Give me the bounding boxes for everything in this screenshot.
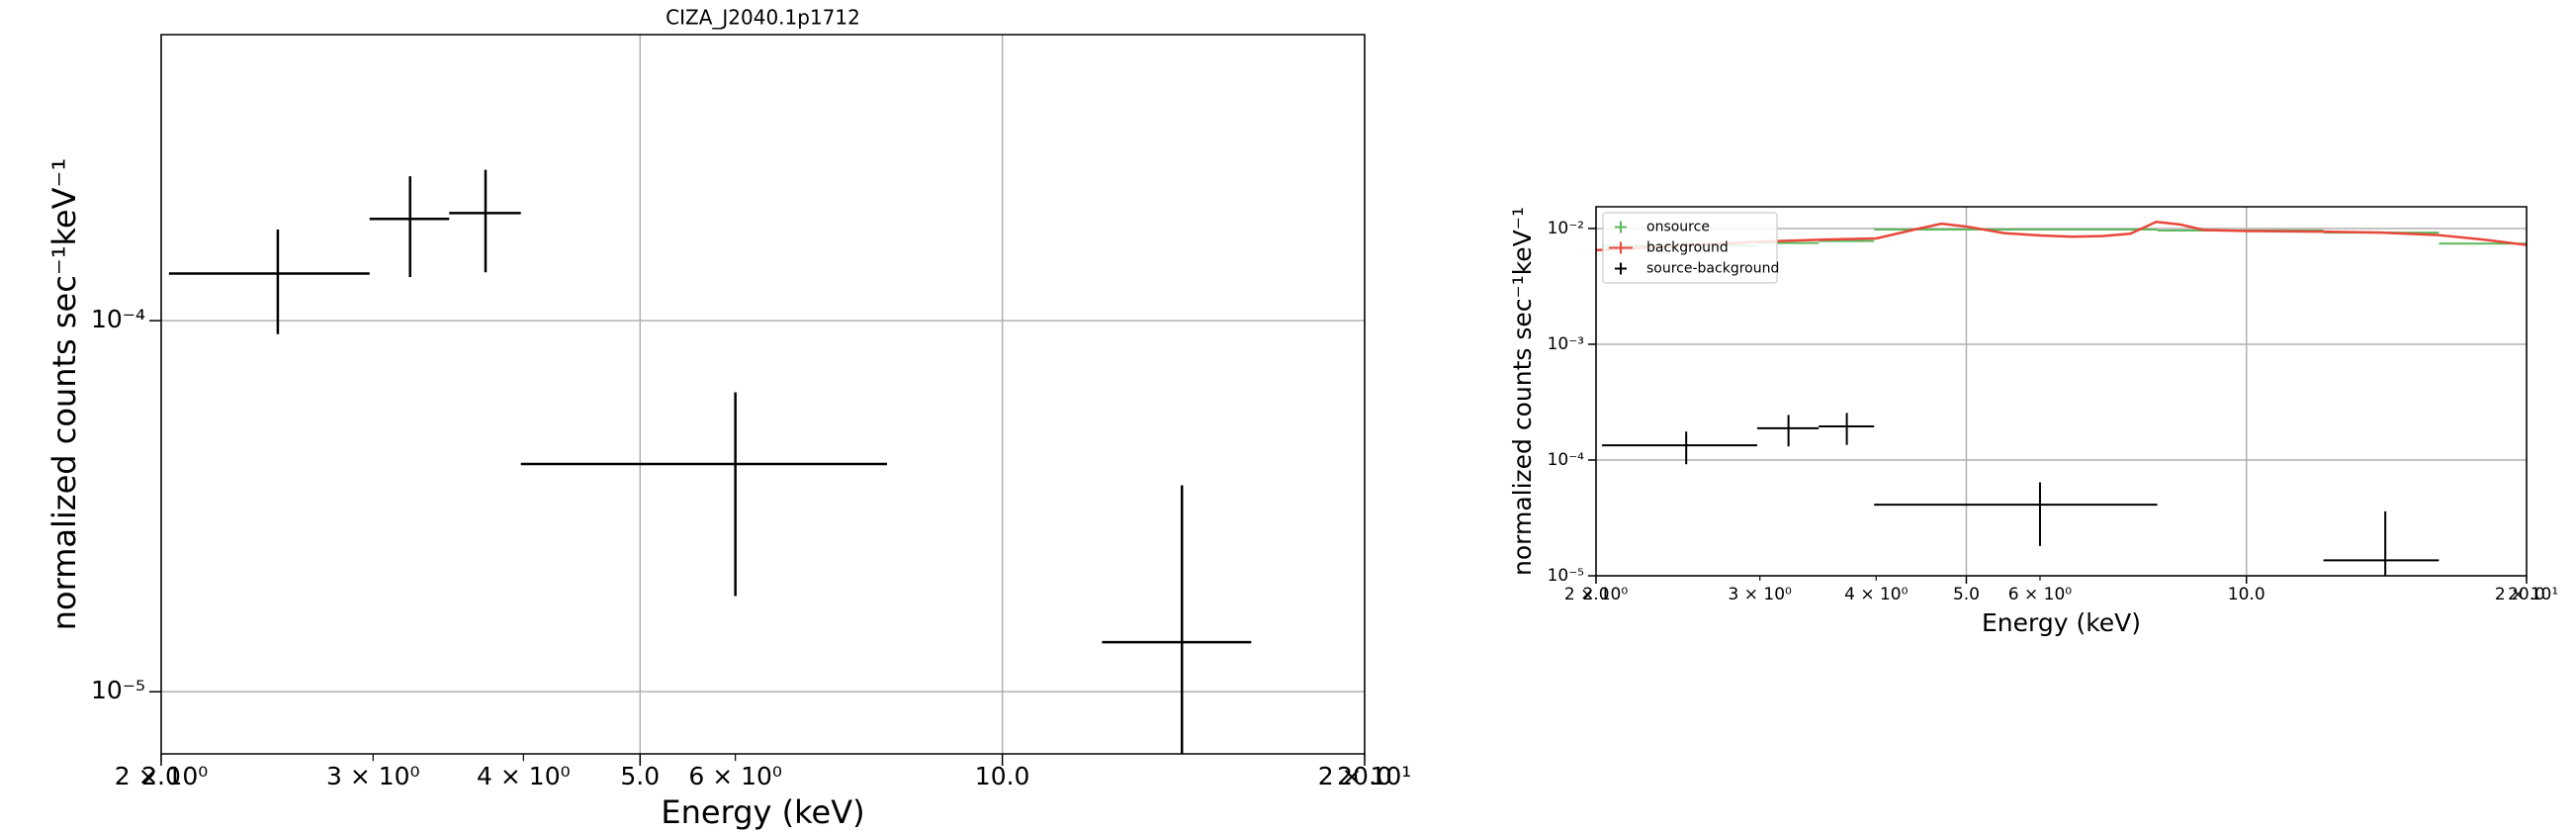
x-minor-tick-label: 6 × 10⁰ bbox=[688, 762, 782, 790]
y-tick-label: 10⁻⁵ bbox=[1548, 566, 1584, 586]
plot: 2.0 5.0 10.0 20.0 2 × 10⁰ 3 × 10⁰ 4 × 10⁰ 6 × 1… bbox=[45, 6, 1411, 832]
y-tick-label: 10⁻⁴ bbox=[91, 305, 145, 333]
plot: 2.0 5.0 10.0 20.0 2 × 10⁰ 3 × 10⁰ 4 × 10⁰ 6 × 1… bbox=[1508, 206, 2558, 637]
x-minor-tick-label: 2 × 10⁰ bbox=[1564, 585, 1628, 604]
x-tick-label: 10.0 bbox=[2228, 585, 2265, 604]
x-tick-label: 5.0 bbox=[620, 762, 660, 790]
y-tick-label: 10⁻⁴ bbox=[1548, 450, 1585, 470]
x-minor-tick-label: 6 × 10⁰ bbox=[2008, 585, 2072, 604]
y-tick-label: 10⁻² bbox=[1548, 219, 1584, 238]
x-minor-tick-label: 4 × 10⁰ bbox=[477, 762, 571, 790]
x-minor-tick-label: 3 × 10⁰ bbox=[326, 762, 420, 790]
legend-label: onsource bbox=[1646, 220, 1710, 235]
x-axis-label: Energy (keV) bbox=[1982, 608, 2141, 637]
chart-title: CIZA_J2040.1p1712 bbox=[666, 6, 860, 30]
legend-item: source-background bbox=[1615, 261, 1779, 277]
line bbox=[1596, 221, 2527, 252]
axes-frame bbox=[160, 34, 1366, 755]
x-tick-label: 10.0 bbox=[975, 762, 1030, 790]
legend-item: onsource bbox=[1615, 220, 1710, 235]
legend-label: background bbox=[1646, 240, 1729, 256]
axes-frame bbox=[1595, 206, 2528, 577]
x-minor-tick-label: 2 × 10¹ bbox=[1318, 762, 1412, 790]
x-axis-label: Energy (keV) bbox=[661, 793, 864, 831]
legend-box bbox=[1602, 212, 1778, 284]
x-tick-label: 2.0 bbox=[141, 762, 181, 790]
y-tick-label: 10⁻³ bbox=[1548, 334, 1584, 354]
legend-label: source-background bbox=[1646, 261, 1779, 277]
x-tick-label: 2.0 bbox=[1582, 585, 1609, 604]
x-minor-tick-label: 2 × 10¹ bbox=[2495, 585, 2558, 604]
x-minor-tick-label: 2 × 10⁰ bbox=[115, 762, 209, 790]
data-layer bbox=[168, 169, 1252, 754]
legend-item: background bbox=[1609, 240, 1729, 256]
y-tick-label: 10⁻⁵ bbox=[91, 676, 145, 704]
x-minor-tick-label: 3 × 10⁰ bbox=[1729, 585, 1792, 604]
x-tick-label: 20.0 bbox=[1337, 762, 1392, 790]
x-tick-label: 20.0 bbox=[2508, 585, 2545, 604]
x-minor-tick-label: 4 × 10⁰ bbox=[1844, 585, 1908, 604]
x-tick-label: 5.0 bbox=[1953, 585, 1980, 604]
y-axis-label: normalized counts sec⁻¹keV⁻¹ bbox=[1508, 207, 1537, 576]
y-axis-label: normalized counts sec⁻¹keV⁻¹ bbox=[45, 158, 83, 630]
